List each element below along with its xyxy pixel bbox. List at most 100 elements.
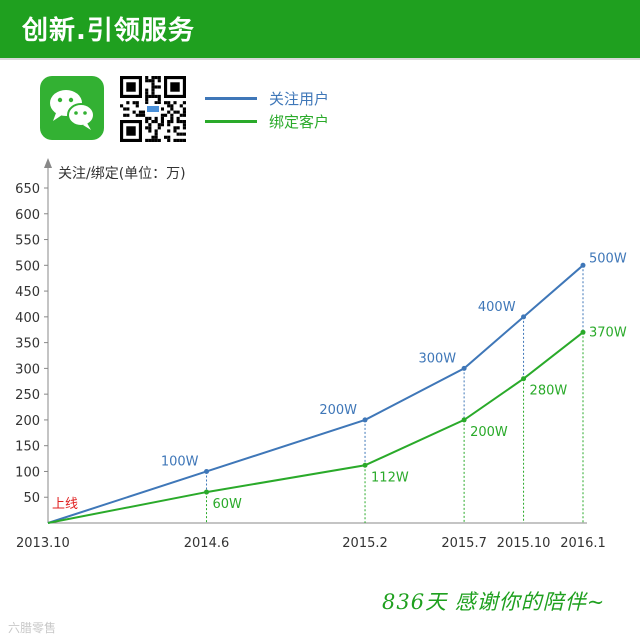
legend-swatch — [205, 96, 257, 100]
data-point — [461, 417, 467, 423]
legend-item-followers: 关注用户 — [205, 88, 329, 108]
qr-module — [182, 126, 186, 130]
qr-module — [170, 107, 174, 111]
qr-module — [173, 126, 177, 130]
qr-module — [182, 107, 186, 111]
qr-module — [157, 98, 161, 102]
qr-module — [151, 76, 155, 80]
data-point — [362, 462, 368, 468]
qr-module — [123, 107, 127, 111]
data-point — [580, 329, 586, 335]
qr-module — [142, 110, 146, 114]
qr-module — [182, 120, 186, 124]
x-tick-label: 2015.2 — [342, 536, 388, 551]
qr-module — [173, 138, 177, 142]
qr-module — [173, 110, 177, 114]
qr-module — [145, 101, 149, 105]
qr-module — [148, 116, 152, 120]
qr-module — [154, 132, 158, 136]
qr-module — [151, 91, 155, 95]
qr-module — [164, 101, 168, 105]
y-tick-label: 300 — [15, 362, 40, 377]
y-tick-label: 650 — [15, 182, 40, 197]
y-axis-arrow — [44, 158, 52, 168]
data-label: 300W — [418, 351, 456, 366]
qr-module — [138, 113, 142, 117]
qr-module — [182, 110, 186, 114]
data-label: 400W — [478, 300, 516, 315]
qr-module — [145, 126, 149, 130]
header-banner: 创新.引领服务 — [0, 0, 640, 60]
qr-module — [135, 101, 139, 105]
qr-module — [145, 88, 149, 92]
qr-module — [126, 113, 130, 117]
qr-module — [151, 82, 155, 86]
legend-label: 关注用户 — [269, 89, 330, 108]
data-label: 370W — [589, 325, 627, 340]
qr-module — [148, 79, 152, 83]
qr-module — [145, 94, 149, 98]
qr-module — [135, 104, 139, 108]
qr-module — [132, 110, 136, 114]
qr-module — [151, 120, 155, 124]
qr-module — [148, 138, 152, 142]
qr-module — [154, 76, 158, 80]
qr-module — [142, 113, 146, 117]
data-point — [580, 262, 586, 268]
qr-module — [157, 85, 161, 89]
qr-module — [167, 101, 171, 105]
qr-module — [157, 101, 161, 105]
qr-module — [176, 132, 180, 136]
data-label: 280W — [530, 384, 568, 399]
qr-module — [157, 126, 161, 130]
qr-module — [148, 126, 152, 130]
qr-module — [145, 138, 149, 142]
watermark: 六腊零售 — [8, 621, 57, 635]
qr-module — [160, 113, 164, 117]
qr-module — [167, 138, 171, 142]
qr-module — [167, 123, 171, 127]
y-tick-label: 250 — [15, 388, 40, 403]
qr-module — [145, 76, 149, 80]
x-tick-label: 2013.10 — [16, 536, 70, 551]
qr-module — [157, 79, 161, 83]
data-point — [521, 314, 527, 320]
data-label: 200W — [319, 403, 357, 418]
qr-module — [126, 107, 130, 111]
page-title: 创新.引领服务 — [22, 16, 195, 46]
qr-module — [151, 79, 155, 83]
qr-module — [157, 123, 161, 127]
data-point — [521, 376, 527, 382]
qr-module — [138, 110, 142, 114]
qr-module — [154, 120, 158, 124]
y-tick-label: 150 — [15, 440, 40, 455]
qr-module — [154, 101, 158, 105]
data-point — [362, 417, 368, 423]
qr-module — [145, 91, 149, 95]
qr-module — [154, 138, 158, 142]
data-label: 200W — [470, 425, 508, 440]
y-tick-label: 350 — [15, 337, 40, 352]
qr-module — [170, 116, 174, 120]
legend-item-bound: 绑定客户 — [205, 111, 329, 131]
qr-module — [145, 116, 149, 120]
qr-module — [160, 107, 164, 111]
line-chart: 关注/绑定(单位：万) 50 100 150 200 250 300 350 400 450 500… — [15, 158, 627, 551]
qr-module — [176, 120, 180, 124]
qr-module — [126, 101, 130, 105]
qr-module — [132, 101, 136, 105]
start-label: 上线 — [52, 497, 78, 512]
qr-module — [157, 138, 161, 142]
qr-module — [154, 135, 158, 139]
qr-module — [179, 138, 183, 142]
series-line-followers — [47, 264, 584, 524]
qr-module — [176, 110, 180, 114]
qr-code-icon — [120, 76, 186, 142]
qr-module — [120, 104, 124, 108]
qr-module — [176, 138, 180, 142]
qr-module — [151, 88, 155, 92]
data-point — [461, 365, 467, 371]
wechat-icon — [40, 76, 104, 140]
y-tick-label: 50 — [23, 491, 40, 506]
qr-module — [154, 129, 158, 133]
